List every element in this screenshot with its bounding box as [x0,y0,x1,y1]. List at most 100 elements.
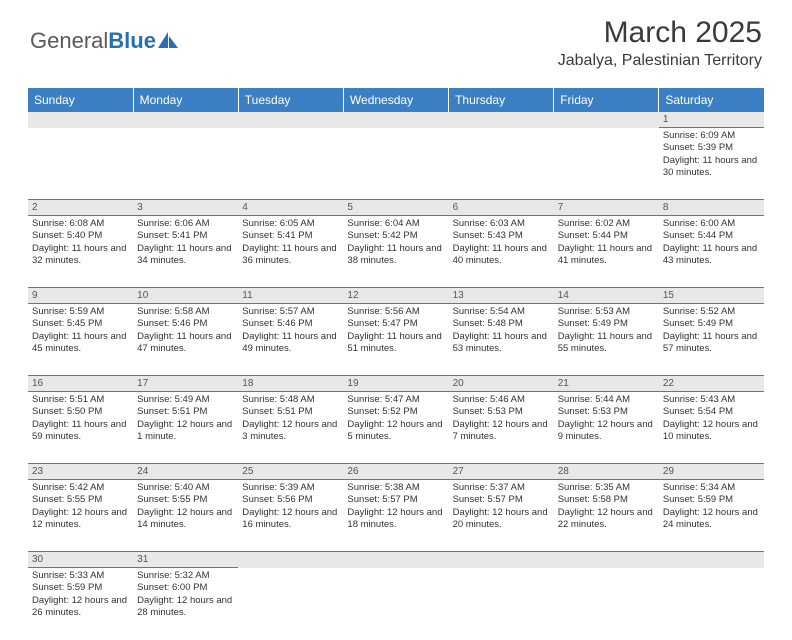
sunset-line: Sunset: 5:52 PM [347,406,444,418]
sunrise-line: Sunrise: 6:08 AM [32,218,129,230]
daynum-row: 9101112131415 [28,288,764,304]
day-number-cell [449,552,554,568]
daylight-line: Daylight: 12 hours and 26 minutes. [32,595,129,620]
day-number-cell [449,112,554,128]
day-cell [28,128,133,200]
dayhead-sunday: Sunday [28,88,133,112]
sunset-line: Sunset: 5:56 PM [242,494,339,506]
day-number-cell: 28 [554,464,659,480]
sunrise-line: Sunrise: 5:52 AM [663,306,760,318]
day-cell: Sunrise: 6:00 AMSunset: 5:44 PMDaylight:… [659,216,764,288]
sunset-line: Sunset: 5:53 PM [558,406,655,418]
sunset-line: Sunset: 5:58 PM [558,494,655,506]
day-cell: Sunrise: 5:42 AMSunset: 5:55 PMDaylight:… [28,480,133,552]
sunset-line: Sunset: 6:00 PM [137,582,234,594]
day-cell: Sunrise: 5:53 AMSunset: 5:49 PMDaylight:… [554,304,659,376]
day-cell: Sunrise: 5:32 AMSunset: 6:00 PMDaylight:… [133,568,238,640]
sunset-line: Sunset: 5:39 PM [663,142,760,154]
daynum-row: 2345678 [28,200,764,216]
day-cell: Sunrise: 6:04 AMSunset: 5:42 PMDaylight:… [343,216,448,288]
daynum-row: 1 [28,112,764,128]
day-cell [554,128,659,200]
day-cell [449,128,554,200]
daylight-line: Daylight: 12 hours and 16 minutes. [242,507,339,532]
day-cell [343,568,448,640]
sunset-line: Sunset: 5:54 PM [663,406,760,418]
day-cell: Sunrise: 5:40 AMSunset: 5:55 PMDaylight:… [133,480,238,552]
daylight-line: Daylight: 12 hours and 5 minutes. [347,419,444,444]
logo: GeneralBlue [30,28,180,54]
week-row: Sunrise: 5:51 AMSunset: 5:50 PMDaylight:… [28,392,764,464]
dayhead-row: SundayMondayTuesdayWednesdayThursdayFrid… [28,88,764,112]
day-cell: Sunrise: 5:54 AMSunset: 5:48 PMDaylight:… [449,304,554,376]
daylight-line: Daylight: 11 hours and 59 minutes. [32,419,129,444]
daylight-line: Daylight: 11 hours and 45 minutes. [32,331,129,356]
day-number-cell: 2 [28,200,133,216]
sunrise-line: Sunrise: 6:05 AM [242,218,339,230]
sunrise-line: Sunrise: 6:00 AM [663,218,760,230]
day-number-cell: 7 [554,200,659,216]
day-number-cell: 5 [343,200,448,216]
day-cell: Sunrise: 5:43 AMSunset: 5:54 PMDaylight:… [659,392,764,464]
daylight-line: Daylight: 11 hours and 38 minutes. [347,243,444,268]
day-cell: Sunrise: 5:39 AMSunset: 5:56 PMDaylight:… [238,480,343,552]
day-cell: Sunrise: 5:33 AMSunset: 5:59 PMDaylight:… [28,568,133,640]
daylight-line: Daylight: 11 hours and 41 minutes. [558,243,655,268]
day-number-cell: 3 [133,200,238,216]
sunset-line: Sunset: 5:44 PM [558,230,655,242]
sunrise-line: Sunrise: 5:38 AM [347,482,444,494]
sunrise-line: Sunrise: 5:57 AM [242,306,339,318]
day-cell [133,128,238,200]
sunset-line: Sunset: 5:57 PM [453,494,550,506]
sunrise-line: Sunrise: 5:53 AM [558,306,655,318]
daylight-line: Daylight: 12 hours and 14 minutes. [137,507,234,532]
sunset-line: Sunset: 5:59 PM [32,582,129,594]
day-number-cell: 29 [659,464,764,480]
sunset-line: Sunset: 5:49 PM [558,318,655,330]
day-number-cell: 23 [28,464,133,480]
day-number-cell [554,112,659,128]
day-cell: Sunrise: 5:38 AMSunset: 5:57 PMDaylight:… [343,480,448,552]
day-number-cell: 22 [659,376,764,392]
day-number-cell: 31 [133,552,238,568]
sunrise-line: Sunrise: 6:06 AM [137,218,234,230]
day-cell [238,128,343,200]
day-number-cell: 16 [28,376,133,392]
logo-text-1: General [30,28,108,54]
sunrise-line: Sunrise: 5:32 AM [137,570,234,582]
sunset-line: Sunset: 5:51 PM [242,406,339,418]
daylight-line: Daylight: 12 hours and 22 minutes. [558,507,655,532]
day-number-cell: 18 [238,376,343,392]
day-number-cell [659,552,764,568]
daylight-line: Daylight: 12 hours and 9 minutes. [558,419,655,444]
sunrise-line: Sunrise: 5:46 AM [453,394,550,406]
sunset-line: Sunset: 5:43 PM [453,230,550,242]
day-cell: Sunrise: 5:49 AMSunset: 5:51 PMDaylight:… [133,392,238,464]
day-number-cell [554,552,659,568]
sunrise-line: Sunrise: 5:47 AM [347,394,444,406]
day-number-cell: 14 [554,288,659,304]
day-cell [238,568,343,640]
daylight-line: Daylight: 11 hours and 53 minutes. [453,331,550,356]
sunrise-line: Sunrise: 5:34 AM [663,482,760,494]
day-cell: Sunrise: 6:05 AMSunset: 5:41 PMDaylight:… [238,216,343,288]
sunrise-line: Sunrise: 5:56 AM [347,306,444,318]
day-cell: Sunrise: 5:57 AMSunset: 5:46 PMDaylight:… [238,304,343,376]
sunrise-line: Sunrise: 5:40 AM [137,482,234,494]
day-number-cell: 4 [238,200,343,216]
day-number-cell: 15 [659,288,764,304]
sunset-line: Sunset: 5:45 PM [32,318,129,330]
week-row: Sunrise: 5:42 AMSunset: 5:55 PMDaylight:… [28,480,764,552]
day-number-cell [133,112,238,128]
daynum-row: 16171819202122 [28,376,764,392]
sunset-line: Sunset: 5:41 PM [137,230,234,242]
sunrise-line: Sunrise: 5:35 AM [558,482,655,494]
sunrise-line: Sunrise: 5:48 AM [242,394,339,406]
daylight-line: Daylight: 12 hours and 24 minutes. [663,507,760,532]
week-row: Sunrise: 6:09 AMSunset: 5:39 PMDaylight:… [28,128,764,200]
logo-sail-icon [158,32,180,50]
day-number-cell [28,112,133,128]
daylight-line: Daylight: 11 hours and 55 minutes. [558,331,655,356]
day-number-cell [238,552,343,568]
dayhead-thursday: Thursday [449,88,554,112]
